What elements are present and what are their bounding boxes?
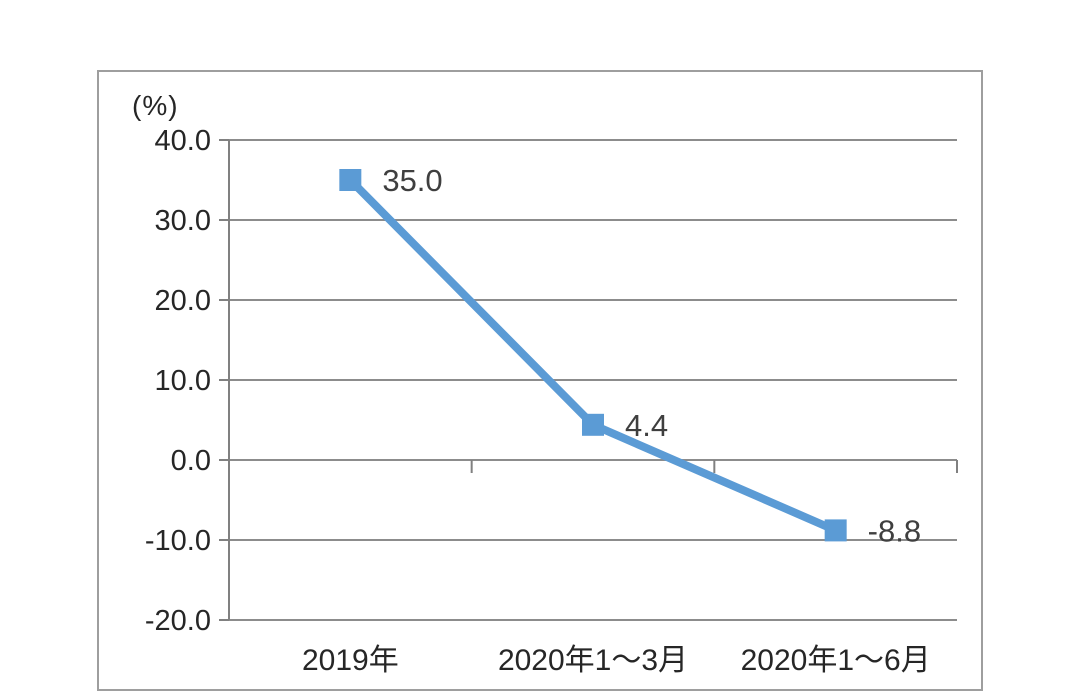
- data-point-marker: [339, 169, 362, 191]
- y-tick-label: 20.0: [155, 285, 211, 317]
- x-category-label: 2019年: [302, 644, 399, 677]
- y-tick-label: 0.0: [171, 445, 211, 477]
- data-point-label: 4.4: [625, 408, 668, 443]
- data-point-marker: [582, 413, 604, 436]
- y-tick-label: -10.0: [145, 525, 211, 557]
- y-tick-label: 40.0: [155, 125, 211, 157]
- chart-frame: (%) 40.0 30.0 20.0 10.0 0.0 -10.0 -20.0 2019年 20…: [97, 70, 983, 691]
- data-point-label: 35.0: [382, 163, 442, 198]
- data-point-label: -8.8: [868, 513, 921, 548]
- data-point-marker: [824, 519, 847, 542]
- y-tick-label: 10.0: [155, 365, 211, 397]
- y-tick-label: -20.0: [145, 605, 211, 637]
- series-line: [347, 177, 838, 535]
- line-chart: 40.0 30.0 20.0 10.0 0.0 -10.0 -20.0 2019年 2020年1…: [145, 125, 958, 677]
- x-category-label: 2020年1～3月: [498, 644, 688, 677]
- y-axis-unit-label: (%): [132, 90, 179, 121]
- x-category-label: 2020年1～6月: [741, 644, 931, 677]
- y-tick-label: 30.0: [155, 205, 211, 237]
